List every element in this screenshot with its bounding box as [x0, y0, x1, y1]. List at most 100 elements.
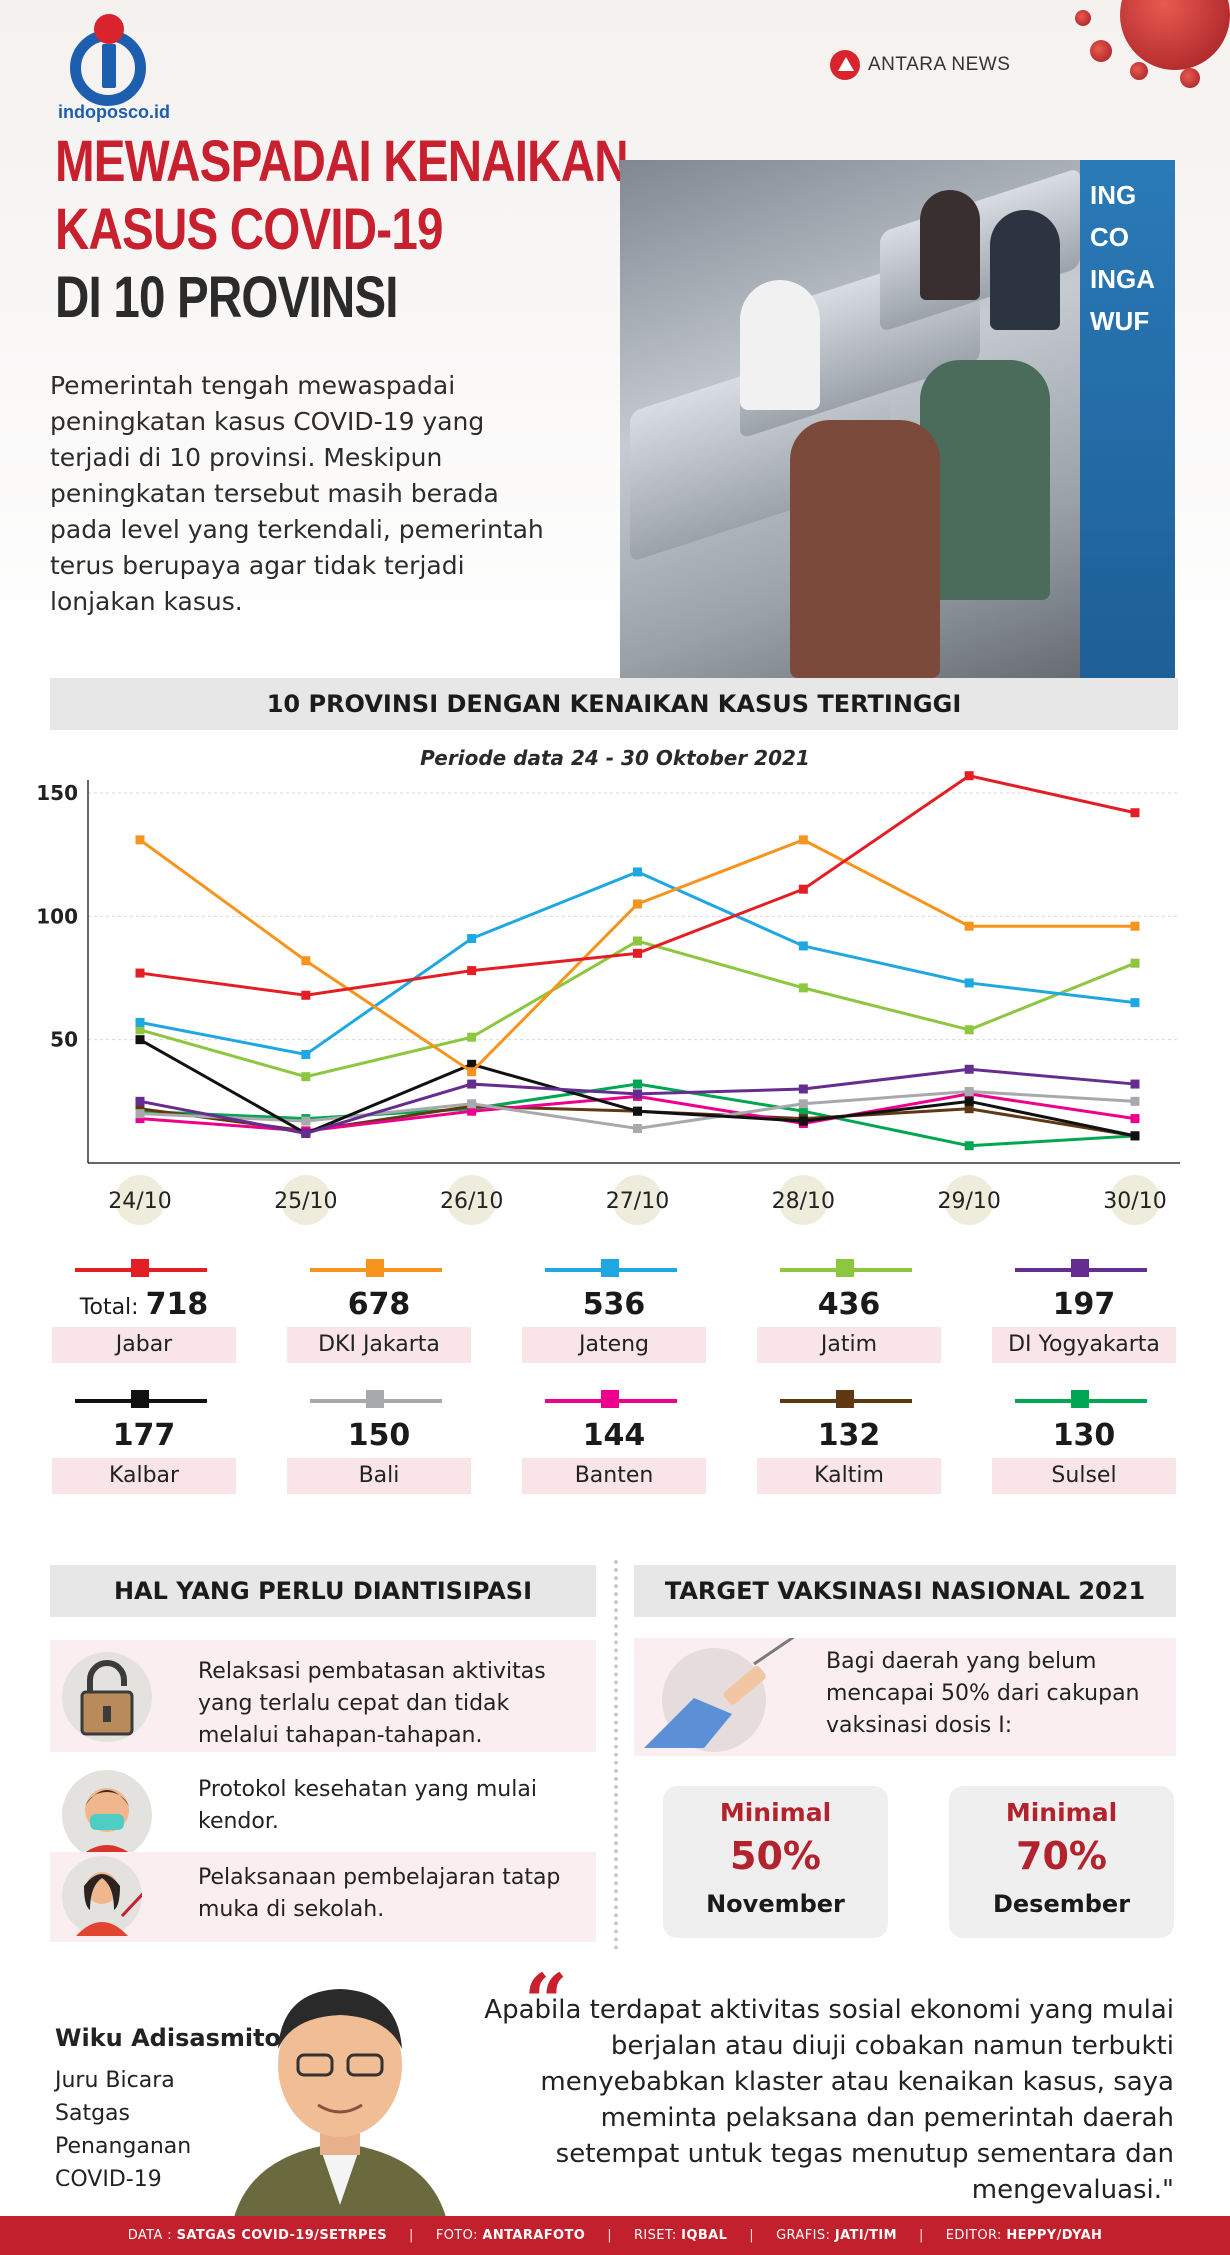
- series-line-jabar: [139, 774, 1136, 997]
- x-tick-circle: [115, 1175, 165, 1225]
- logo-dot-icon: [94, 14, 124, 44]
- data-point: [964, 921, 974, 931]
- legend-total: 150: [347, 1418, 411, 1453]
- legend-label: Jabar: [52, 1327, 236, 1363]
- legend-total: 436: [817, 1287, 881, 1322]
- y-tick-label: 150: [36, 781, 78, 805]
- data-point: [135, 1104, 145, 1114]
- antara-mark-icon: [830, 50, 860, 80]
- x-tick-label: 24/10: [108, 1189, 171, 1214]
- credit-research: RISET: IQBAL: [633, 2228, 728, 2243]
- data-point: [964, 1141, 974, 1151]
- legend-marker: [1071, 1259, 1089, 1277]
- x-tick-label: 28/10: [772, 1189, 835, 1214]
- data-point: [301, 1128, 311, 1138]
- data-point: [798, 884, 808, 894]
- legend-item: Total: 718 Jabar: [52, 1259, 236, 1373]
- legend-label: DI Yogyakarta: [992, 1327, 1176, 1363]
- data-point: [1130, 958, 1140, 968]
- legend-label: DKI Jakarta: [287, 1327, 471, 1363]
- legend-marker: [366, 1259, 384, 1277]
- series-line-jateng: [139, 870, 1136, 1057]
- data-point: [633, 1123, 642, 1133]
- data-point: [1130, 998, 1140, 1008]
- section-divider: [614, 1560, 618, 1950]
- data-point: [1130, 1114, 1140, 1124]
- data-point: [633, 867, 642, 877]
- x-tick-label: 30/10: [1103, 1189, 1166, 1214]
- data-point: [798, 941, 808, 951]
- data-point: [301, 956, 311, 966]
- data-point: [798, 1084, 808, 1094]
- line-chart: 50 100 150 24/10 25/10 26/10 27/10 28/10 29/10 30…: [36, 771, 1180, 1225]
- data-point: [964, 978, 974, 988]
- credit-editor: EDITOR: HEPPY/DYAH: [945, 2228, 1103, 2243]
- credit-separator: |: [409, 2228, 414, 2243]
- data-point: [467, 1059, 477, 1069]
- credits-footer: DATA : SATGAS COVID-19/SETRPES | FOTO: A…: [0, 2216, 1230, 2255]
- legend-total: 130: [1052, 1418, 1116, 1453]
- data-point: [798, 835, 808, 845]
- padlock-icon: [62, 1652, 152, 1742]
- data-point: [301, 1072, 311, 1082]
- data-point: [633, 1089, 642, 1099]
- indoposco-logo[interactable]: indoposco.id: [58, 10, 178, 122]
- legend-total: 132: [817, 1418, 881, 1453]
- speaker-name: Wiku Adisasmito: [55, 2024, 282, 2052]
- quote-text: Apabila terdapat aktivitas sosial ekonom…: [484, 1995, 1174, 2205]
- data-point: [135, 1096, 145, 1106]
- target-label: Minimal: [1005, 1798, 1118, 1827]
- legend-label: Banten: [522, 1458, 706, 1494]
- vaccination-target-card: Minimal 70% Desember: [949, 1786, 1174, 1938]
- credit-separator: |: [919, 2228, 924, 2243]
- legend-label: Sulsel: [992, 1458, 1176, 1494]
- legend-item: 678 DKI Jakarta: [287, 1259, 471, 1373]
- syringe-hand-icon: [644, 1638, 795, 1752]
- legend-label: Bali: [287, 1458, 471, 1494]
- header: indoposco.id ANTARA NEWS MEWASPADAI KENA…: [0, 0, 1230, 680]
- antara-news-logo[interactable]: ANTARA NEWS: [830, 50, 1010, 80]
- credit-separator: |: [749, 2228, 755, 2243]
- data-point: [1130, 1096, 1140, 1106]
- target-month: Desember: [992, 1890, 1131, 1918]
- vaccination-target-card: Minimal 50% November: [663, 1786, 888, 1938]
- antara-text: ANTARA NEWS: [868, 54, 1011, 75]
- x-tick-circle: [280, 1175, 331, 1225]
- x-tick-circle: [446, 1175, 497, 1225]
- vaccination-description-box: Bagi daerah yang belum mencapai 50% dari…: [634, 1638, 1176, 1756]
- vaccination-heading: TARGET VAKSINASI NASIONAL 2021: [634, 1565, 1176, 1617]
- series-line-jatim: [139, 939, 1136, 1079]
- title-line-3: DI 10 PROVINSI: [55, 265, 399, 330]
- data-point: [467, 966, 477, 976]
- legend-marker: [131, 1259, 149, 1277]
- data-point: [135, 835, 145, 845]
- data-point: [1130, 1079, 1140, 1089]
- virus-illustration-icon: [1030, 0, 1230, 95]
- title-line-2: KASUS COVID-19: [55, 197, 443, 262]
- legend-item: 197 DI Yogyakarta: [992, 1259, 1176, 1373]
- data-point: [467, 934, 477, 944]
- anticipation-text: Protokol kesehatan yang mulai kendor.: [198, 1777, 537, 1834]
- data-point: [301, 1049, 311, 1059]
- target-month: November: [706, 1890, 845, 1918]
- x-tick-circle: [778, 1175, 829, 1225]
- chart-subtitle: Periode data 24 - 30 Oktober 2021: [420, 746, 810, 770]
- credit-photo: FOTO: ANTARAFOTO: [435, 2228, 586, 2243]
- legend-item: 536 Jateng: [522, 1259, 706, 1373]
- data-point: [964, 1086, 974, 1096]
- anticipation-heading: HAL YANG PERLU DIANTISIPASI: [50, 1565, 596, 1617]
- data-point: [135, 1025, 145, 1035]
- legend-total: Total: 718: [79, 1287, 209, 1322]
- data-point: [964, 1104, 974, 1114]
- data-point: [467, 1099, 477, 1109]
- data-point: [467, 1032, 477, 1042]
- anticipation-item: Pelaksanaan pembelajaran tatap muka di s…: [50, 1852, 596, 1942]
- vaccination-description: Bagi daerah yang belum mencapai 50% dari…: [826, 1649, 1140, 1738]
- anticipation-item: Protokol kesehatan yang mulai kendor.: [50, 1758, 596, 1870]
- legend-marker: [601, 1259, 619, 1277]
- legend-marker: [366, 1390, 384, 1408]
- legend-total: 144: [582, 1418, 646, 1453]
- y-tick-label: 100: [36, 904, 78, 928]
- data-point: [633, 1106, 642, 1116]
- anticipation-item: Relaksasi pembatasan aktivitas yang terl…: [50, 1640, 596, 1752]
